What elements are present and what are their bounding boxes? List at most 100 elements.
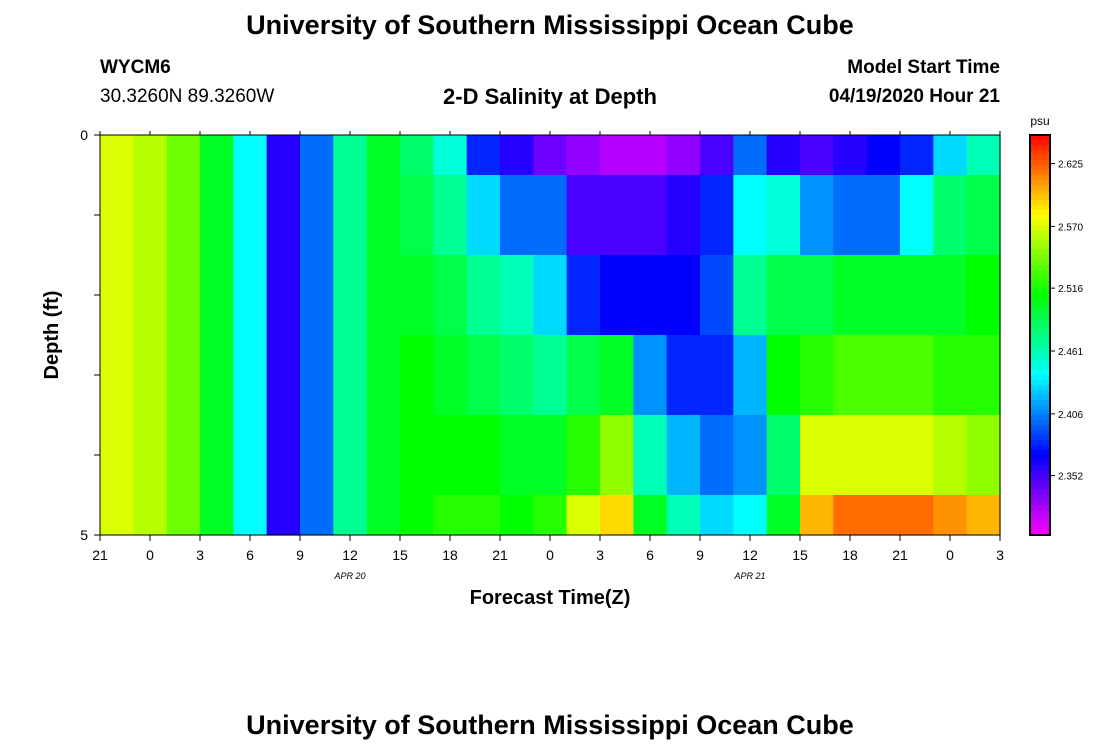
heatmap-cell: [533, 415, 568, 496]
heatmap-cell: [133, 135, 168, 176]
heatmap-cell: [266, 335, 301, 416]
colorbar-swatch: [1030, 240, 1050, 246]
heatmap-cell: [100, 135, 134, 176]
heatmap-cell: [966, 255, 1001, 336]
heatmap-cell: [900, 335, 934, 416]
heatmap-cell: [266, 415, 301, 496]
x-tick-label: 12: [742, 547, 758, 563]
heatmap-cell: [800, 415, 834, 496]
heatmap-cell: [300, 495, 334, 536]
heatmap-cell: [366, 135, 401, 176]
heatmap-cell: [933, 135, 968, 176]
heatmap-cell: [633, 255, 668, 336]
heatmap-cell: [666, 415, 701, 496]
heatmap-cell: [533, 335, 568, 416]
colorbar-tick-label: 2.570: [1058, 222, 1083, 233]
heatmap-cell: [966, 495, 1001, 536]
station-coords: 30.3260N 89.3260W: [100, 86, 275, 107]
heatmap-cell: [300, 135, 334, 176]
heatmap-cell: [300, 255, 334, 336]
heatmap-cell: [633, 415, 668, 496]
axes: 21 0 3 6 9 12 15 18 21 0 3 6 9 12 15 18 21 0 3 APR 20 APR 21…: [80, 127, 1004, 581]
heatmap-cell: [700, 255, 734, 336]
heatmap-cell: [833, 335, 868, 416]
heatmap-cell: [333, 335, 368, 416]
colorbar-swatch: [1030, 175, 1050, 181]
heatmap-cell: [200, 495, 234, 536]
heatmap-cell: [366, 175, 401, 256]
colorbar-swatch: [1030, 505, 1050, 511]
colorbar-swatch: [1030, 225, 1050, 231]
heatmap-cell: [666, 335, 701, 416]
colorbar-swatch: [1030, 250, 1050, 256]
heatmap-cell: [900, 495, 934, 536]
heatmap-cell: [766, 495, 801, 536]
heatmap-cell: [833, 495, 868, 536]
heatmap-cell: [133, 255, 168, 336]
heatmap-cell: [666, 495, 701, 536]
heatmap-cell: [733, 255, 768, 336]
heatmap-cell: [433, 495, 468, 536]
heatmap-cell: [400, 335, 434, 416]
colorbar-swatch: [1030, 155, 1050, 161]
colorbar-swatch: [1030, 365, 1050, 371]
heatmap-cell: [233, 135, 268, 176]
heatmap-cell: [400, 415, 434, 496]
colorbar-swatch: [1030, 375, 1050, 381]
heatmap-cell: [333, 135, 368, 176]
colorbar: 2.352 2.406 2.461 2.516 2.570 2.625: [1029, 134, 1083, 536]
heatmap-cell: [766, 135, 801, 176]
colorbar-tick-label: 2.352: [1058, 472, 1083, 483]
colorbar-swatch: [1030, 220, 1050, 226]
heatmap-cell: [133, 495, 168, 536]
heatmap-cell: [333, 415, 368, 496]
colorbar-swatch: [1030, 470, 1050, 476]
y-axis-label: Depth (ft): [41, 291, 63, 380]
heatmap-cell: [400, 255, 434, 336]
heatmap-cell: [200, 335, 234, 416]
colorbar-swatch: [1030, 295, 1050, 301]
heatmap-cell: [200, 135, 234, 176]
x-tick-label: 15: [792, 547, 808, 563]
colorbar-swatch: [1030, 445, 1050, 451]
heatmap-cell: [633, 135, 668, 176]
heatmap-cell: [933, 415, 968, 496]
colorbar-swatch: [1030, 430, 1050, 436]
heatmap-cell: [100, 175, 134, 256]
heatmap-cell: [566, 495, 601, 536]
heatmap-cells: [100, 135, 1001, 536]
colorbar-swatch: [1030, 435, 1050, 441]
heatmap-cell: [333, 495, 368, 536]
colorbar-swatch: [1030, 165, 1050, 171]
heatmap-cell: [466, 495, 501, 536]
date-label: APR 21: [733, 571, 765, 581]
heatmap-cell: [566, 335, 601, 416]
colorbar-swatch: [1030, 385, 1050, 391]
colorbar-swatch: [1030, 480, 1050, 486]
heatmap-cell: [800, 175, 834, 256]
colorbar-swatch: [1030, 280, 1050, 286]
heatmap-cell: [433, 415, 468, 496]
heatmap-cell: [733, 495, 768, 536]
colorbar-swatch: [1030, 380, 1050, 386]
colorbar-swatch: [1030, 270, 1050, 276]
colorbar-swatch: [1030, 405, 1050, 411]
heatmap-cell: [566, 175, 601, 256]
heatmap-cell: [366, 495, 401, 536]
colorbar-swatch: [1030, 475, 1050, 481]
colorbar-swatch: [1030, 425, 1050, 431]
heatmap-cell: [433, 135, 468, 176]
x-tick-label: 0: [946, 547, 954, 563]
heatmap-cell: [866, 335, 901, 416]
heatmap-cell: [733, 175, 768, 256]
colorbar-swatch: [1030, 190, 1050, 196]
colorbar-swatch: [1030, 500, 1050, 506]
colorbar-swatch: [1030, 310, 1050, 316]
colorbar-swatch: [1030, 455, 1050, 461]
heatmap-cell: [500, 415, 534, 496]
heatmap-cell: [166, 495, 201, 536]
heatmap-cell: [966, 335, 1001, 416]
heatmap-cell: [466, 255, 501, 336]
colorbar-swatch: [1030, 145, 1050, 151]
colorbar-swatch: [1030, 485, 1050, 491]
